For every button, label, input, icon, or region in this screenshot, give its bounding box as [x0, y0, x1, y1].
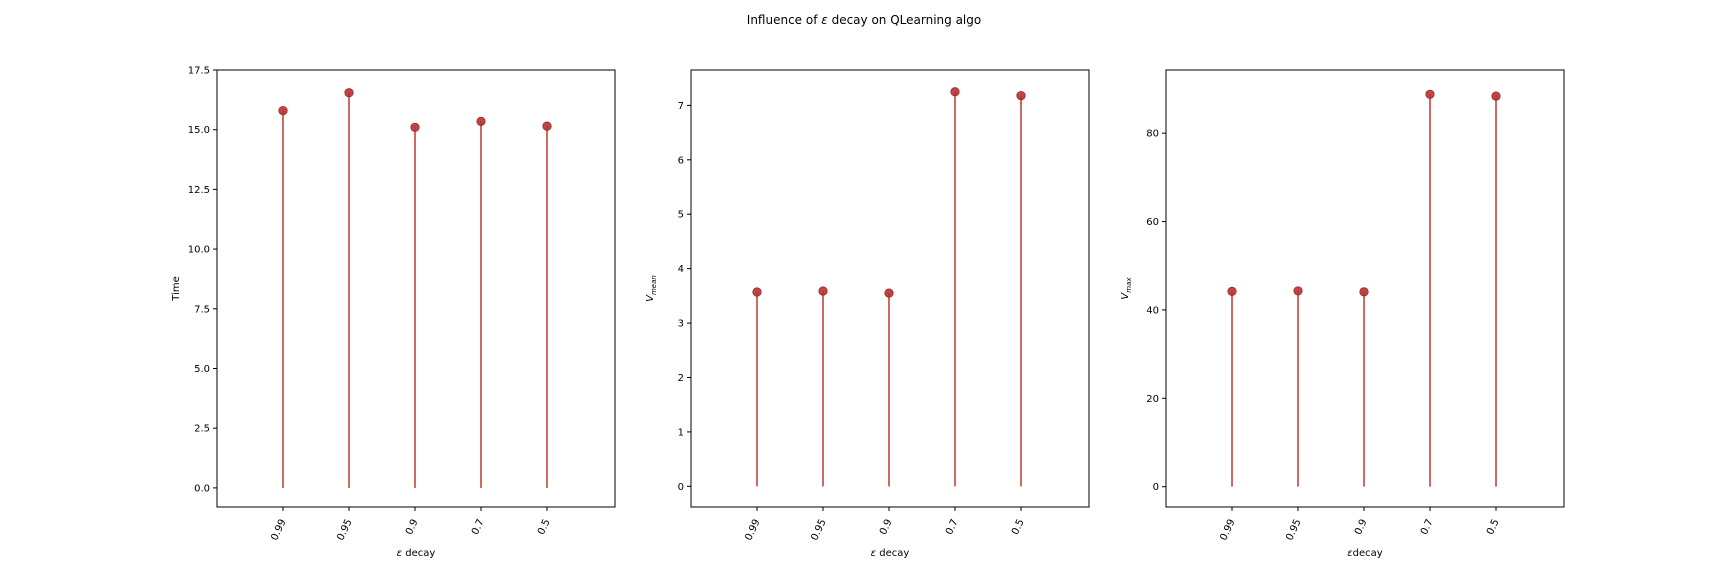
y-tick-label: 0.0	[194, 483, 210, 494]
y-tick-label: 4	[678, 264, 684, 275]
y-tick-label: 60	[1146, 217, 1159, 228]
x-axis-label-symbol: ε	[1347, 548, 1353, 559]
x-axis-label-text: decay	[402, 548, 435, 559]
stem-marker	[818, 286, 828, 296]
stem-marker	[542, 121, 552, 131]
subplot-vmean: 0 1 2 3 4 5 6 7 0.99 0.95 0.9 0.7 0.5 ε decay Vmean	[645, 69, 1090, 559]
y-tick-label: 5.0	[194, 364, 210, 375]
y-axis-label: Time	[171, 276, 182, 301]
x-axis-label: εdecay	[1347, 548, 1383, 559]
stem-marker	[1491, 91, 1501, 101]
y-axis-label-subscript: max	[1125, 277, 1133, 293]
x-tick-label: 0.7	[944, 518, 961, 537]
y-tick-label: 80	[1146, 129, 1159, 140]
y-axis-label-main: Time	[171, 276, 182, 301]
subplot-time: 0.0 2.5 5.0 7.5 10.0 12.5 15.0 17.5 0.99 0.95 0.9 0…	[171, 66, 616, 559]
x-tick-label: 0.99	[269, 518, 288, 543]
x-tick-label: 0.95	[809, 518, 828, 543]
y-axis-label-main: V	[1120, 292, 1131, 300]
subplot-vmax: 0 20 40 60 80 0.99 0.95 0.9 0.7 0.5 εdecay Vmax	[1120, 69, 1565, 559]
stem-marker	[1425, 89, 1435, 99]
y-tick-label: 12.5	[188, 185, 210, 196]
x-axis-label: ε decay	[871, 548, 910, 559]
y-tick-label: 15.0	[188, 125, 210, 136]
stem-marker	[278, 105, 288, 116]
x-tick-label: 0.9	[1353, 518, 1370, 537]
y-tick-label: 7.5	[194, 304, 210, 315]
y-tick-label: 10.0	[188, 245, 210, 256]
axes-frame	[216, 69, 616, 508]
x-tick-label: 0.99	[1218, 518, 1237, 543]
x-tick-label: 0.99	[743, 518, 762, 543]
stem-marker	[1293, 286, 1303, 296]
title-prefix: Influence of	[747, 13, 821, 27]
y-tick-label: 20	[1146, 394, 1159, 405]
stem-marker	[410, 122, 420, 132]
y-tick-label: 17.5	[188, 66, 210, 77]
stem-marker	[884, 288, 894, 298]
title-epsilon: ε	[821, 13, 828, 27]
y-tick-label: 1	[678, 427, 684, 438]
y-axis-label: Vmax	[1120, 277, 1133, 300]
x-axis-label: ε decay	[397, 548, 436, 559]
y-axis-label-main: V	[645, 294, 656, 302]
y-tick-label: 2	[678, 373, 684, 384]
y-tick-label: 40	[1146, 305, 1159, 316]
x-tick-label: 0.7	[470, 518, 487, 537]
x-tick-label: 0.9	[878, 518, 895, 537]
x-tick-label: 0.7	[1419, 518, 1436, 537]
x-axis-label-symbol: ε	[397, 548, 403, 559]
x-axis-label-text: decay	[1353, 548, 1383, 559]
figure-title: Influence of ε decay on QLearning algo	[747, 13, 981, 27]
stem-marker	[1227, 286, 1237, 296]
y-tick-label: 0	[1153, 482, 1159, 493]
y-axis-label-subscript: mean	[650, 275, 658, 295]
x-axis-label-text: decay	[876, 548, 909, 559]
x-tick-label: 0.9	[404, 518, 421, 537]
stem-marker	[476, 116, 486, 126]
x-tick-label: 0.5	[1010, 518, 1027, 537]
stem-marker	[1016, 90, 1026, 101]
y-tick-label: 6	[678, 155, 684, 166]
axes-frame	[1165, 69, 1565, 508]
stem-marker	[344, 88, 354, 98]
y-tick-label: 7	[678, 101, 684, 112]
axes-frame	[690, 69, 1090, 508]
stem-marker	[752, 287, 762, 297]
y-tick-label: 5	[678, 210, 684, 221]
title-suffix: decay on QLearning algo	[828, 13, 981, 27]
y-tick-label: 2.5	[194, 424, 210, 435]
x-tick-label: 0.5	[1485, 518, 1502, 537]
x-tick-label: 0.95	[335, 518, 354, 543]
x-tick-label: 0.95	[1284, 518, 1303, 543]
y-axis-label: Vmean	[645, 275, 658, 302]
stem-marker	[1359, 287, 1369, 297]
x-axis-label-symbol: ε	[871, 548, 877, 559]
y-tick-label: 0	[678, 482, 684, 493]
y-tick-label: 3	[678, 319, 684, 330]
stem-marker	[950, 87, 960, 97]
x-tick-label: 0.5	[536, 518, 553, 537]
